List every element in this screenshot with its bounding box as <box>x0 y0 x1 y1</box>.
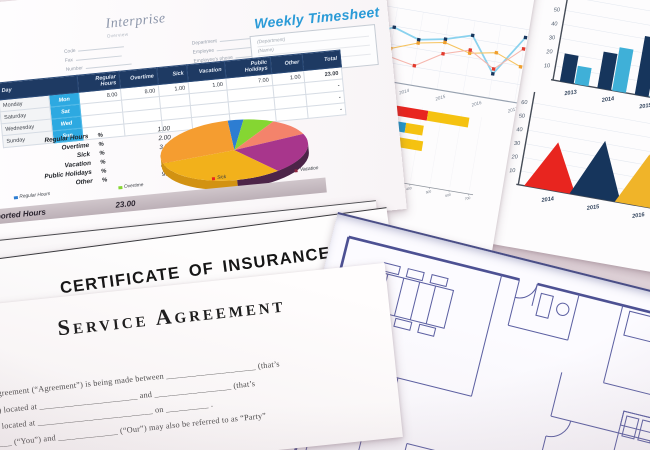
legend-swatch <box>13 195 18 200</box>
svg-text:2015: 2015 <box>638 103 650 111</box>
svg-text:600: 600 <box>445 193 452 198</box>
field-blank-line <box>78 46 125 52</box>
svg-text:2016: 2016 <box>470 100 483 108</box>
pie-chart <box>160 119 309 190</box>
svg-text:30: 30 <box>549 35 556 41</box>
agreement-title: Service Agreement <box>56 291 287 341</box>
svg-text:10: 10 <box>509 168 516 174</box>
svg-text:2014: 2014 <box>398 88 411 96</box>
field-blank-line <box>85 63 132 69</box>
triangle-area-chart: 10 20 30 40 50 60 2014 2015 2016 <box>509 91 650 220</box>
svg-text:30: 30 <box>514 141 521 147</box>
legend-item: Overtime <box>118 182 144 190</box>
svg-text:2015: 2015 <box>585 204 600 212</box>
legend-item: Regular Hours <box>13 191 51 200</box>
legend-swatch <box>118 185 123 190</box>
company-block: Interprise Overview <box>105 11 167 39</box>
legend-label: Sick <box>216 174 227 181</box>
paper-timesheet: Interprise Overview Code Fax Number Depart… <box>0 0 407 251</box>
svg-text:700: 700 <box>464 196 471 201</box>
svg-text:60: 60 <box>521 100 528 106</box>
grouped-bar-chart: 102030405060201320142015 <box>544 0 650 111</box>
svg-text:2014: 2014 <box>540 196 555 204</box>
legend-label: Regular Hours <box>19 191 51 200</box>
svg-text:2016: 2016 <box>631 212 646 220</box>
svg-text:10: 10 <box>544 63 551 69</box>
svg-text:50: 50 <box>554 7 561 13</box>
svg-text:2017: 2017 <box>506 106 519 114</box>
agreement-body: rvice Agreement (“Agreement”) is being m… <box>0 347 372 450</box>
svg-text:400: 400 <box>406 186 413 191</box>
svg-text:2015: 2015 <box>434 94 447 102</box>
svg-text:500: 500 <box>425 189 432 194</box>
field-blank-line <box>75 55 122 61</box>
svg-text:2013: 2013 <box>563 89 578 97</box>
svg-text:40: 40 <box>551 21 558 27</box>
summary-unit: % <box>101 176 108 184</box>
legend-swatch <box>294 168 299 173</box>
legend-swatch <box>211 176 216 181</box>
reported-hours-label: Reported Hours <box>0 207 47 223</box>
svg-text:40: 40 <box>516 127 523 133</box>
legend-label: Overtime <box>123 182 144 190</box>
svg-text:50: 50 <box>519 114 526 120</box>
reported-hours-value: 23.00 <box>115 198 136 210</box>
svg-text:20: 20 <box>545 49 553 55</box>
paper-bar-charts: 10 20 30 40 50 60 2013 2014 2015 10 20 30 40 50 60 201… <box>487 0 650 283</box>
svg-text:2014: 2014 <box>600 96 615 104</box>
svg-text:20: 20 <box>510 154 518 160</box>
